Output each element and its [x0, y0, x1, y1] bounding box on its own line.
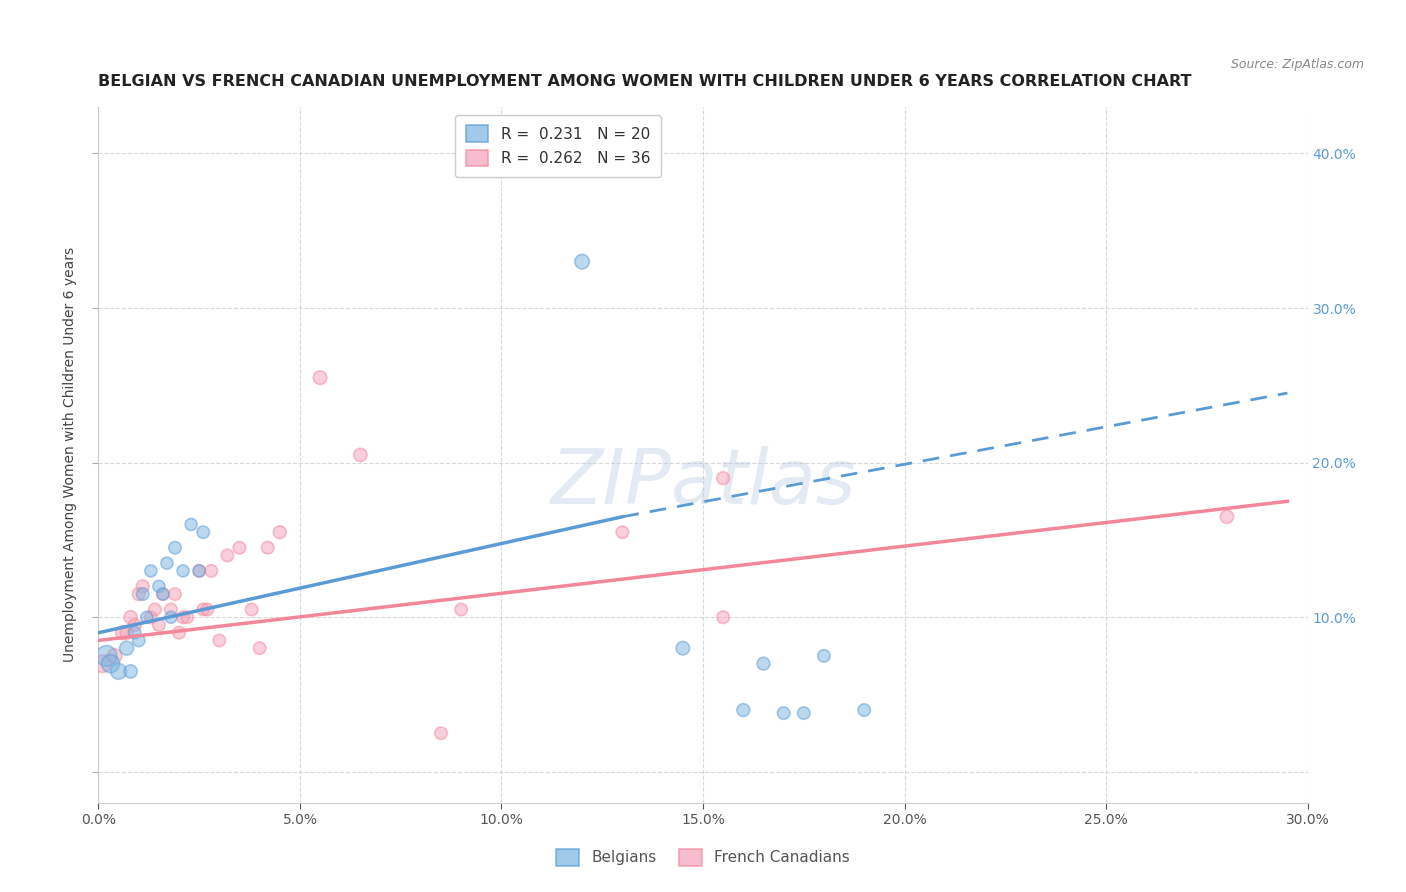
- Point: [193, 525, 215, 540]
- Point: [208, 633, 231, 648]
- Point: [103, 648, 125, 663]
- Point: [128, 633, 150, 648]
- Point: [256, 541, 278, 555]
- Point: [115, 625, 138, 640]
- Point: [120, 610, 142, 624]
- Point: [188, 564, 211, 578]
- Point: [156, 556, 179, 570]
- Point: [711, 610, 734, 624]
- Y-axis label: Unemployment Among Women with Children Under 6 years: Unemployment Among Women with Children U…: [63, 247, 77, 663]
- Point: [115, 641, 138, 656]
- Point: [139, 610, 162, 624]
- Text: ZIPatlas: ZIPatlas: [550, 446, 856, 520]
- Point: [217, 549, 239, 563]
- Point: [107, 665, 129, 679]
- Point: [100, 657, 122, 671]
- Point: [672, 641, 695, 656]
- Point: [1216, 509, 1239, 524]
- Point: [711, 471, 734, 485]
- Point: [249, 641, 271, 656]
- Text: Source: ZipAtlas.com: Source: ZipAtlas.com: [1230, 58, 1364, 71]
- Point: [148, 579, 170, 593]
- Point: [176, 610, 198, 624]
- Point: [124, 625, 146, 640]
- Point: [188, 564, 211, 578]
- Point: [172, 610, 194, 624]
- Point: [167, 625, 190, 640]
- Point: [793, 706, 815, 720]
- Point: [128, 587, 150, 601]
- Point: [132, 587, 155, 601]
- Point: [612, 525, 634, 540]
- Point: [195, 602, 218, 616]
- Point: [139, 564, 162, 578]
- Point: [152, 587, 174, 601]
- Point: [135, 610, 157, 624]
- Point: [571, 254, 593, 268]
- Point: [111, 625, 134, 640]
- Point: [96, 648, 118, 663]
- Point: [853, 703, 876, 717]
- Point: [152, 587, 174, 601]
- Point: [813, 648, 835, 663]
- Point: [228, 541, 250, 555]
- Point: [148, 618, 170, 632]
- Legend: Belgians, French Canadians: Belgians, French Canadians: [550, 843, 856, 871]
- Point: [193, 602, 215, 616]
- Point: [733, 703, 755, 717]
- Text: BELGIAN VS FRENCH CANADIAN UNEMPLOYMENT AMONG WOMEN WITH CHILDREN UNDER 6 YEARS : BELGIAN VS FRENCH CANADIAN UNEMPLOYMENT …: [98, 74, 1192, 89]
- Point: [132, 579, 155, 593]
- Point: [349, 448, 371, 462]
- Point: [752, 657, 775, 671]
- Point: [309, 370, 332, 384]
- Point: [91, 657, 114, 671]
- Point: [120, 665, 142, 679]
- Point: [200, 564, 222, 578]
- Point: [143, 602, 166, 616]
- Point: [450, 602, 472, 616]
- Point: [160, 602, 183, 616]
- Point: [180, 517, 202, 532]
- Point: [269, 525, 291, 540]
- Point: [163, 587, 186, 601]
- Point: [772, 706, 794, 720]
- Point: [160, 610, 183, 624]
- Point: [172, 564, 194, 578]
- Point: [430, 726, 453, 740]
- Point: [124, 618, 146, 632]
- Point: [163, 541, 186, 555]
- Point: [240, 602, 263, 616]
